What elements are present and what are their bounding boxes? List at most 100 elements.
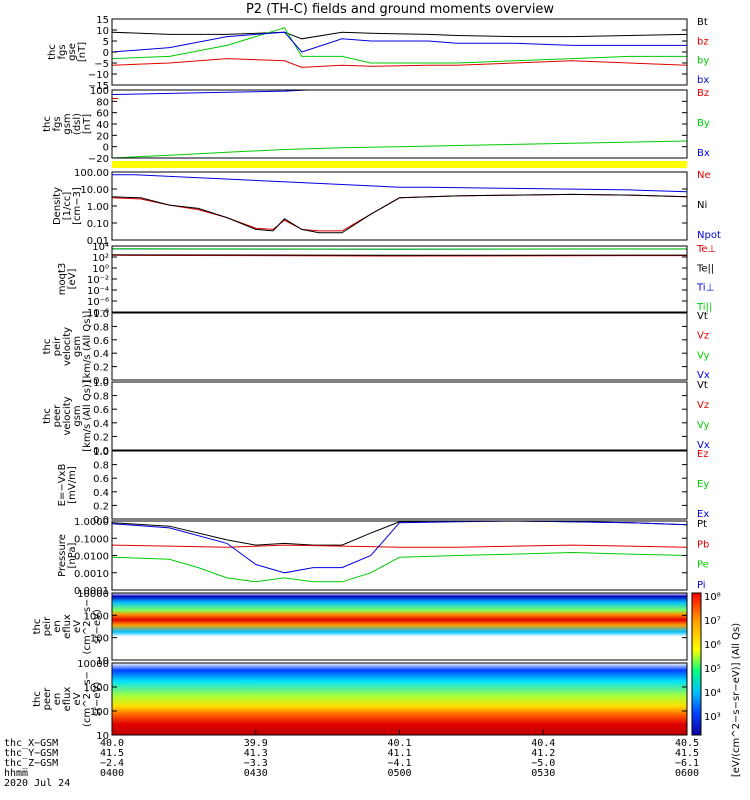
plot-title: P2 (TH-C) fields and ground moments over… <box>246 2 554 17</box>
ylabel-line: gse <box>67 43 78 61</box>
legend-entry-Pt: Pt <box>697 519 707 530</box>
series-Bx <box>111 89 314 95</box>
ylabel-line: thc <box>32 619 43 635</box>
ylabel-line: thc <box>42 408 53 424</box>
ytick-label: 15 <box>96 15 109 26</box>
series-Bt <box>111 31 688 40</box>
xtick-label: 40.0 <box>100 738 124 749</box>
legend-entry-by: by <box>697 56 709 67</box>
xtick-label: −4.1 <box>387 758 411 769</box>
series-Pt <box>111 520 688 546</box>
xtick-label: 40.4 <box>531 738 555 749</box>
ytick-label: 10 <box>96 656 109 667</box>
panel-frame <box>111 171 688 241</box>
heatmap-image <box>112 663 687 735</box>
ylabel-line: en <box>52 620 63 633</box>
series-By <box>111 140 688 159</box>
ytick-label: 0.6 <box>93 474 109 485</box>
ytick-label: 100.00 <box>74 168 109 179</box>
legend-entry-Vz: Vz <box>697 331 709 342</box>
xtick-label: 0500 <box>387 768 411 779</box>
xtick-label: 41.2 <box>531 748 555 759</box>
series-Pe <box>111 551 688 583</box>
ylabel-line: fgs <box>57 44 68 59</box>
series-Ne <box>111 193 688 232</box>
xaxis-row-label: thc_X−GSM <box>4 738 58 749</box>
ytick-label: 1.0 <box>93 309 109 320</box>
ytick-label: 10000 <box>77 659 109 670</box>
series-Ni <box>111 193 688 234</box>
xtick-label: −6.1 <box>675 758 699 769</box>
legend-entry-Ti||: Ti|| <box>696 302 712 313</box>
panel-frame <box>111 18 688 86</box>
ylabel-line: peir <box>42 616 53 636</box>
xtick-label: 41.5 <box>675 748 699 759</box>
xtick-label: 40.1 <box>387 738 411 749</box>
ytick-label: 0.0 <box>93 376 109 387</box>
ytick-label: 0.6 <box>93 336 109 347</box>
ylabel-line: [1/cc] <box>62 192 73 221</box>
ylabel-line: gsm <box>72 405 83 426</box>
ylabel-line: thc <box>42 116 53 132</box>
ylabel-line: Density <box>52 187 63 225</box>
ylabel-line: eV <box>72 620 83 633</box>
ylabel-line: velocity <box>62 327 73 366</box>
ylabel-line: [km/s (All Qs)] <box>82 311 93 383</box>
ytick-label: 80 <box>96 97 109 108</box>
colorbar-tick: 10⁴ <box>704 688 721 699</box>
xtick-label: 0400 <box>100 768 124 779</box>
panel-frame <box>111 381 688 451</box>
ytick-label: −20 <box>88 154 109 165</box>
panel-peer_eflux: 10000 1000 100 10 thc peer en eflux eV (cm^2−s− sr… <box>32 659 688 742</box>
series-Te⊥ <box>111 254 688 257</box>
legend-entry-Ti⊥: Ti⊥ <box>696 283 714 294</box>
panel-frame <box>111 312 688 381</box>
ytick-label: 1.0 <box>93 378 109 389</box>
legend-entry-Pe: Pe <box>697 560 709 571</box>
legend-entry-Te||: Te|| <box>696 263 714 274</box>
ephemeris-bar <box>112 161 687 168</box>
ytick-label: 0.0001 <box>74 586 109 597</box>
ylabel-line: thc <box>32 691 43 707</box>
legend-entry-bx: bx <box>697 75 709 86</box>
ytick-label: 0.0 <box>93 515 109 526</box>
legend-entry-Pi: Pi <box>697 580 706 591</box>
ytick-label: 0.2 <box>93 363 109 374</box>
ytick-label: 0.6 <box>93 405 109 416</box>
ytick-label: 100 <box>90 707 109 718</box>
ytick-label: 40 <box>96 120 109 131</box>
ylabel-line: [nT] <box>77 42 88 62</box>
legend-entry-Vt: Vt <box>697 380 708 391</box>
ylabel-line: thc <box>47 44 58 60</box>
xaxis-row-label: thc_Z−GSM <box>4 758 58 769</box>
ytick-label: 10.00 <box>80 185 109 196</box>
legend-entry-bz: bz <box>697 36 709 47</box>
panel-frame <box>111 450 688 520</box>
legend-entry-Vz: Vz <box>697 400 709 411</box>
heatmap-image <box>112 593 687 660</box>
ylabel-line: E=−VxB <box>57 464 68 507</box>
ytick-label: 10⁴ <box>92 242 109 253</box>
ylabel-line: sr−eV) <box>92 682 103 717</box>
panel-efield: 1.0 0.8 0.6 0.4 0.2 0.0 E=−VxB [mV/m] Ez Ey Ex <box>57 447 709 526</box>
legend-entry-Bz: Bz <box>697 88 709 99</box>
ylabel-line: eflux <box>62 614 73 639</box>
ytick-label: 1000 <box>84 683 109 694</box>
ylabel-line: [nPa] <box>67 542 78 568</box>
series-Te|| <box>111 254 688 256</box>
panel-frame <box>111 592 688 661</box>
ytick-label: 10⁻² <box>87 275 109 286</box>
ytick-label: 100 <box>90 86 109 97</box>
ytick-label: 0.8 <box>93 322 109 333</box>
ylabel-line: (cm^2−s− <box>82 671 93 727</box>
ytick-label: 0.4 <box>93 488 109 499</box>
xaxis-row-label: hhmm <box>4 768 28 779</box>
ylabel-line: en <box>52 693 63 706</box>
colorbar-tick: 10⁷ <box>704 616 721 627</box>
legend-entry-Vy: Vy <box>697 420 710 431</box>
ytick-label: 0.2 <box>93 501 109 512</box>
ytick-label: 0 <box>103 143 109 154</box>
ytick-label: 10⁻⁸ <box>87 308 109 319</box>
ylabel-line: (dsl) <box>72 113 83 135</box>
